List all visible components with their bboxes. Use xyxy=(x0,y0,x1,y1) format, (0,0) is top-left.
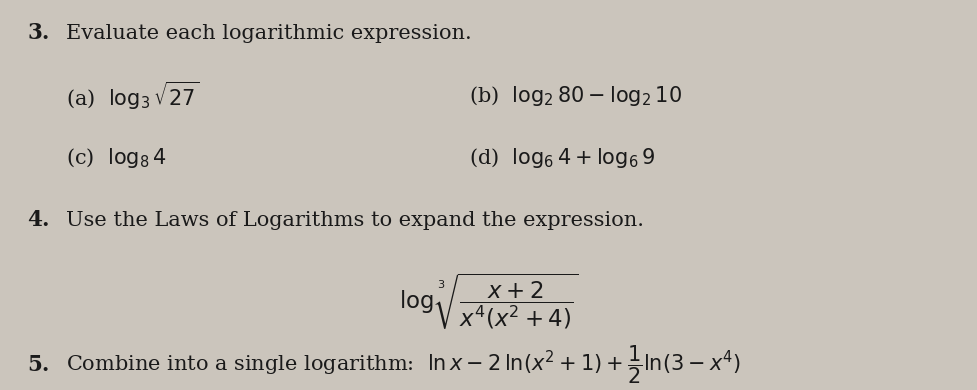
Text: 4.: 4. xyxy=(27,209,50,231)
Text: (c)  $\log_8 4$: (c) $\log_8 4$ xyxy=(66,146,167,170)
Text: 5.: 5. xyxy=(27,354,50,376)
Text: Combine into a single logarithm:  $\ln x - 2\,\ln(x^2+1) + \dfrac{1}{2}\ln(3-x^4: Combine into a single logarithm: $\ln x … xyxy=(66,343,742,386)
Text: 3.: 3. xyxy=(27,22,50,44)
Text: (d)  $\log_6 4 + \log_6 9$: (d) $\log_6 4 + \log_6 9$ xyxy=(469,146,656,170)
Text: (b)  $\log_2 80 - \log_2 10$: (b) $\log_2 80 - \log_2 10$ xyxy=(469,83,682,108)
Text: (a)  $\log_3 \sqrt{27}$: (a) $\log_3 \sqrt{27}$ xyxy=(66,80,200,112)
Text: Use the Laws of Logarithms to expand the expression.: Use the Laws of Logarithms to expand the… xyxy=(66,211,645,230)
Text: $\log \sqrt[3]{\dfrac{x+2}{x^4(x^2+4)}}$: $\log \sqrt[3]{\dfrac{x+2}{x^4(x^2+4)}}$ xyxy=(399,272,578,332)
Text: Evaluate each logarithmic expression.: Evaluate each logarithmic expression. xyxy=(66,24,472,43)
